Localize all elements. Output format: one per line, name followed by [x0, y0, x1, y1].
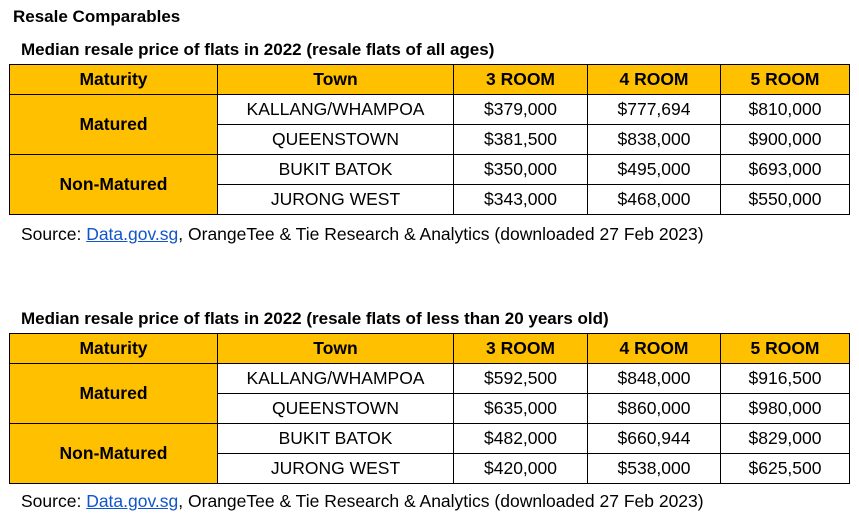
- maturity-cell: Non-Matured: [9, 154, 218, 215]
- price-4-room-cell: $495,000: [587, 154, 721, 185]
- table-row: JURONG WEST $420,000 $538,000 $625,500: [10, 453, 850, 484]
- price-4-room-cell: $860,000: [587, 393, 721, 424]
- table-header-row: Maturity Town 3 ROOM 4 ROOM 5 ROOM: [9, 64, 850, 95]
- price-4-room-cell: $660,944: [587, 423, 721, 454]
- price-4-room-cell: $538,000: [587, 453, 721, 484]
- price-3-room-cell: $482,000: [453, 423, 588, 454]
- table-title: Median resale price of flats in 2022 (re…: [21, 309, 609, 328]
- column-header-4-room: 4 ROOM: [587, 333, 721, 364]
- table-row: Non-Matured BUKIT BATOK $482,000 $660,94…: [9, 423, 850, 484]
- source-suffix: , OrangeTee & Tie Research & Analytics (…: [178, 224, 704, 244]
- town-cell: KALLANG/WHAMPOA: [217, 363, 454, 394]
- price-table-under-20-years: Maturity Town 3 ROOM 4 ROOM 5 ROOM Matur…: [9, 333, 850, 484]
- price-5-room-cell: $810,000: [720, 94, 850, 125]
- column-header-5-room: 5 ROOM: [720, 333, 850, 364]
- table-header-row: Maturity Town 3 ROOM 4 ROOM 5 ROOM: [9, 333, 850, 364]
- town-cell: BUKIT BATOK: [217, 423, 454, 454]
- column-header-5-room: 5 ROOM: [720, 64, 850, 95]
- price-5-room-cell: $625,500: [720, 453, 850, 484]
- price-3-room-cell: $635,000: [453, 393, 588, 424]
- price-5-room-cell: $980,000: [720, 393, 850, 424]
- column-header-3-room: 3 ROOM: [453, 333, 588, 364]
- column-header-town: Town: [217, 333, 454, 364]
- source-link[interactable]: Data.gov.sg: [86, 224, 179, 244]
- page-heading: Resale Comparables: [13, 7, 181, 26]
- price-3-room-cell: $350,000: [453, 154, 588, 185]
- source-note: Source: Data.gov.sg, OrangeTee & Tie Res…: [21, 490, 704, 512]
- price-5-room-cell: $550,000: [720, 184, 850, 215]
- source-link[interactable]: Data.gov.sg: [86, 491, 179, 511]
- table-row: Matured KALLANG/WHAMPOA $379,000 $777,69…: [9, 94, 850, 155]
- source-suffix: , OrangeTee & Tie Research & Analytics (…: [178, 491, 704, 511]
- column-header-town: Town: [217, 64, 454, 95]
- price-3-room-cell: $420,000: [453, 453, 588, 484]
- town-cell: KALLANG/WHAMPOA: [217, 94, 454, 125]
- column-header-maturity: Maturity: [9, 333, 218, 364]
- town-cell: QUEENSTOWN: [217, 124, 454, 155]
- town-cell: QUEENSTOWN: [217, 393, 454, 424]
- price-5-room-cell: $829,000: [720, 423, 850, 454]
- table-row: QUEENSTOWN $381,500 $838,000 $900,000: [10, 124, 850, 155]
- price-5-room-cell: $916,500: [720, 363, 850, 394]
- maturity-cell: Matured: [9, 94, 218, 155]
- price-4-room-cell: $838,000: [587, 124, 721, 155]
- town-cell: JURONG WEST: [217, 453, 454, 484]
- source-note: Source: Data.gov.sg, OrangeTee & Tie Res…: [21, 223, 704, 245]
- price-5-room-cell: $693,000: [720, 154, 850, 185]
- table-row: Matured KALLANG/WHAMPOA $592,500 $848,00…: [9, 363, 850, 424]
- column-header-4-room: 4 ROOM: [587, 64, 721, 95]
- price-table-all-ages: Maturity Town 3 ROOM 4 ROOM 5 ROOM Matur…: [9, 64, 850, 215]
- maturity-cell: Non-Matured: [9, 423, 218, 484]
- source-prefix: Source:: [21, 224, 87, 244]
- table-row: JURONG WEST $343,000 $468,000 $550,000: [10, 184, 850, 215]
- price-5-room-cell: $900,000: [720, 124, 850, 155]
- price-3-room-cell: $379,000: [453, 94, 588, 125]
- column-header-3-room: 3 ROOM: [453, 64, 588, 95]
- maturity-cell: Matured: [9, 363, 218, 424]
- column-header-maturity: Maturity: [9, 64, 218, 95]
- price-3-room-cell: $592,500: [453, 363, 588, 394]
- table-title: Median resale price of flats in 2022 (re…: [21, 40, 495, 59]
- price-3-room-cell: $381,500: [453, 124, 588, 155]
- town-cell: JURONG WEST: [217, 184, 454, 215]
- town-cell: BUKIT BATOK: [217, 154, 454, 185]
- source-prefix: Source:: [21, 491, 87, 511]
- price-4-room-cell: $848,000: [587, 363, 721, 394]
- table-row: Non-Matured BUKIT BATOK $350,000 $495,00…: [9, 154, 850, 215]
- price-4-room-cell: $777,694: [587, 94, 721, 125]
- price-3-room-cell: $343,000: [453, 184, 588, 215]
- table-row: QUEENSTOWN $635,000 $860,000 $980,000: [10, 393, 850, 424]
- price-4-room-cell: $468,000: [587, 184, 721, 215]
